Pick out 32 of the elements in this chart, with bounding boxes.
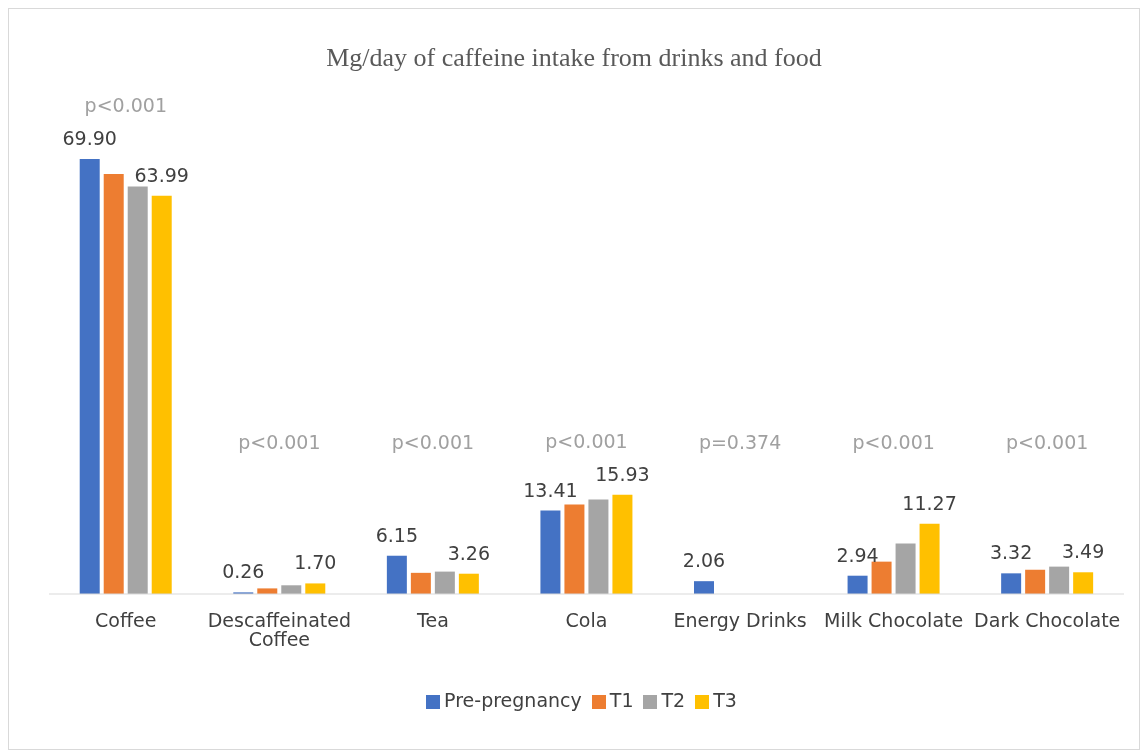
x-tick-label: Descaffeinated Coffee	[207, 609, 351, 651]
data-label: 69.90	[62, 127, 117, 149]
annotation: p<0.001	[851, 431, 936, 453]
data-label: 15.93	[595, 462, 650, 485]
x-tick-label: Energy Drinks	[673, 609, 807, 632]
annotation: p<0.001	[544, 429, 629, 452]
legend-label: T2	[661, 689, 686, 711]
x-tick-label: Tea	[416, 609, 449, 632]
data-label: 3.49	[1061, 540, 1105, 563]
legend-label: T3	[713, 689, 737, 711]
data-label: 13.41	[523, 478, 578, 501]
legend-label: T1	[609, 689, 634, 711]
annotation: p<0.001	[390, 431, 476, 453]
data-label: 2.06	[682, 549, 726, 572]
annotation: p<0.001	[237, 431, 322, 453]
chart-title: Mg/day of caffeine intake from drinks and food	[325, 43, 823, 73]
data-label: 2.94	[836, 543, 879, 566]
x-tick-label: Cola	[565, 609, 608, 632]
data-label: 11.27	[902, 491, 957, 514]
annotation: p=0.374	[697, 431, 783, 453]
text: p<0.001	[83, 94, 168, 116]
x-tick-label: Coffee	[95, 609, 157, 632]
data-label: 63.99	[134, 163, 189, 186]
legend-label: Pre-pregnancy	[444, 689, 582, 711]
data-label: 3.32	[989, 541, 1033, 564]
x-tick-label: Dark Chocolate	[974, 609, 1121, 632]
data-label: 6.15	[375, 523, 419, 546]
data-label: 3.26	[447, 541, 491, 564]
data-label: 0.26	[222, 560, 265, 583]
data-label: 1.70	[294, 551, 337, 574]
x-tick-label: Milk Chocolate	[824, 609, 964, 632]
annotation: p<0.001	[1005, 431, 1090, 453]
